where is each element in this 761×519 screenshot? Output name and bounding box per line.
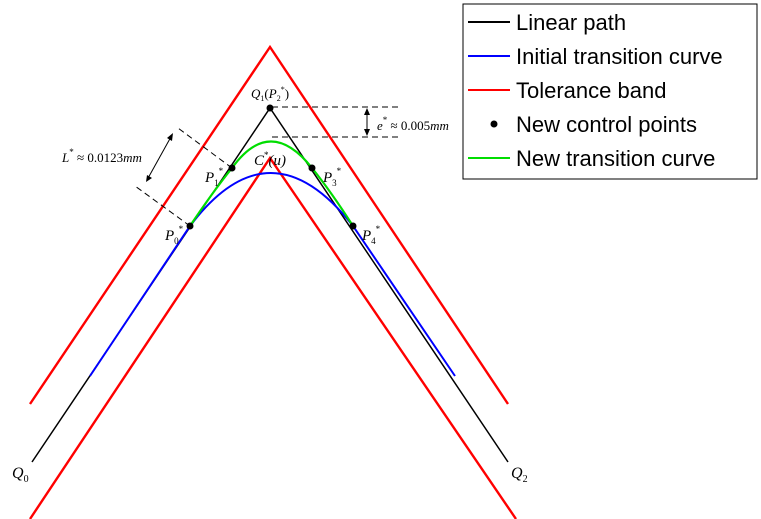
- legend-label-new-curve: New transition curve: [516, 146, 715, 171]
- l-dimension-label: L* ≈ 0.0123mm: [61, 147, 142, 165]
- e-arrowhead-bottom: [364, 129, 370, 136]
- legend-box: [462, 3, 758, 180]
- e-dimension: e* ≈ 0.005mm: [272, 106, 449, 138]
- legend-label-tolerance-band: Tolerance band: [516, 78, 666, 103]
- tolerance-band: [29, 44, 517, 519]
- e-arrowhead-top: [364, 108, 370, 115]
- label-p1: P1*: [204, 166, 224, 188]
- control-point-p4: [349, 222, 357, 230]
- tolerance-band-inner: [29, 155, 517, 519]
- control-point-p2: [266, 104, 274, 112]
- l-dimension: L* ≈ 0.0123mm: [61, 127, 233, 227]
- label-p3: P3*: [322, 166, 342, 188]
- label-p4: P4*: [361, 224, 381, 246]
- l-arrowhead-bottom: [146, 175, 152, 182]
- e-dimension-label: e* ≈ 0.005mm: [377, 115, 449, 133]
- legend-marker-control-points: [490, 120, 498, 128]
- label-q0: Q0: [12, 465, 29, 485]
- control-point-p3: [308, 164, 316, 172]
- legend-label-initial-curve: Initial transition curve: [516, 44, 723, 69]
- label-c-u: C*(u): [254, 150, 286, 169]
- l-arrow-line: [146, 134, 173, 181]
- initial-transition-curve: [89, 172, 456, 377]
- label-p0: P0*: [164, 224, 184, 246]
- legend-label-linear-path: Linear path: [516, 10, 626, 35]
- legend: Linear path Initial transition curve Toler…: [462, 3, 758, 180]
- legend-label-control-points: New control points: [516, 112, 697, 137]
- l-extension-bottom: [134, 185, 191, 227]
- label-q2: Q2: [511, 465, 528, 485]
- l-extension-top: [177, 127, 233, 169]
- new-transition-curve: [189, 140, 354, 227]
- legend-items: Linear path Initial transition curve Toler…: [468, 10, 723, 171]
- tolerance-band-outer: [29, 44, 509, 405]
- label-q1-p2: Q1(P2*): [251, 85, 289, 103]
- l-arrowhead-top: [167, 133, 173, 141]
